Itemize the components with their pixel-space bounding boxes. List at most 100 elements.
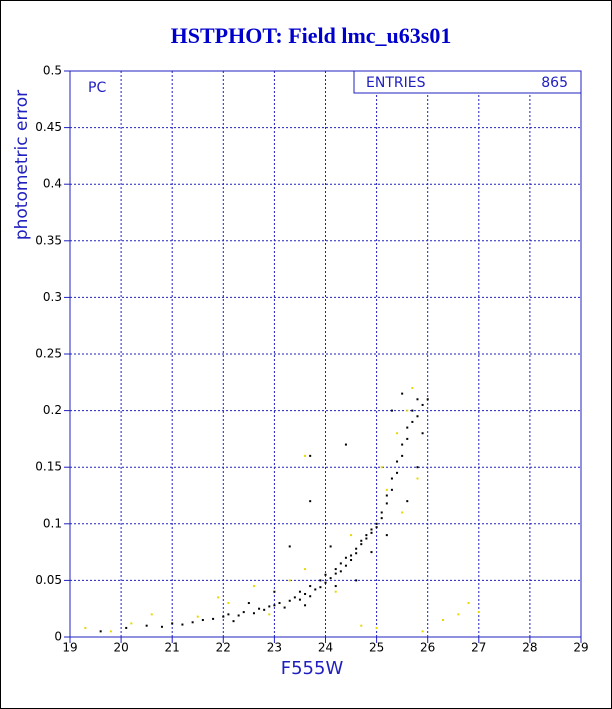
point <box>309 595 312 598</box>
point <box>380 511 383 514</box>
point <box>467 602 470 605</box>
x-tick-label: 27 <box>471 641 486 655</box>
point <box>401 443 404 446</box>
point <box>283 606 286 609</box>
point <box>411 420 414 423</box>
point <box>84 626 87 629</box>
point <box>406 437 409 440</box>
point <box>268 613 271 616</box>
point <box>298 598 301 601</box>
point <box>309 585 312 588</box>
point <box>370 528 373 531</box>
point <box>334 590 337 593</box>
point <box>314 588 317 591</box>
point <box>401 392 404 395</box>
point <box>304 454 307 457</box>
point <box>293 596 296 599</box>
point <box>125 626 128 629</box>
y-tick-label: 0.25 <box>35 347 62 361</box>
point <box>406 500 409 503</box>
point <box>273 604 276 607</box>
point <box>339 570 342 573</box>
point <box>344 556 347 559</box>
point <box>390 488 393 491</box>
point <box>309 500 312 503</box>
point <box>355 579 358 582</box>
point <box>390 409 393 412</box>
y-tick-label: 0.5 <box>43 64 62 78</box>
point <box>160 625 163 628</box>
point <box>150 613 153 616</box>
y-tick-label: 0.3 <box>43 290 62 304</box>
point <box>252 585 255 588</box>
point <box>396 460 399 463</box>
point <box>375 626 378 629</box>
panel-label: PC <box>88 80 106 96</box>
point <box>319 586 322 589</box>
point <box>411 386 414 389</box>
point <box>406 426 409 429</box>
point <box>217 596 220 599</box>
point <box>288 599 291 602</box>
point <box>309 454 312 457</box>
x-axis-label: F555W <box>281 658 344 679</box>
point <box>477 611 480 614</box>
point <box>401 454 404 457</box>
y-tick-label: 0.15 <box>35 460 62 474</box>
point <box>201 619 204 622</box>
point <box>222 615 225 618</box>
point <box>319 579 322 582</box>
point <box>375 522 378 525</box>
point <box>360 539 363 542</box>
point <box>416 415 419 418</box>
point <box>365 534 368 537</box>
point <box>109 630 112 633</box>
point <box>385 534 388 537</box>
point <box>263 608 266 611</box>
point <box>421 630 424 633</box>
point <box>99 630 102 633</box>
point <box>339 562 342 565</box>
point <box>268 605 271 608</box>
point <box>380 517 383 520</box>
point <box>401 511 404 514</box>
point <box>329 577 332 580</box>
point <box>191 621 194 624</box>
x-tick-label: 20 <box>113 641 128 655</box>
point <box>370 551 373 554</box>
point <box>344 443 347 446</box>
point <box>385 502 388 505</box>
point <box>242 611 245 614</box>
x-tick-label: 21 <box>165 641 180 655</box>
y-tick-label: 0.45 <box>35 120 62 134</box>
point <box>396 471 399 474</box>
x-tick-label: 29 <box>573 641 588 655</box>
point <box>227 602 230 605</box>
point <box>421 403 424 406</box>
stats-label: ENTRIES <box>366 75 426 91</box>
point <box>273 590 276 593</box>
point <box>288 545 291 548</box>
point <box>390 477 393 480</box>
x-tick-label: 22 <box>216 641 231 655</box>
y-tick-label: 0.35 <box>35 233 62 247</box>
point <box>370 531 373 534</box>
x-tick-label: 28 <box>522 641 537 655</box>
point <box>396 432 399 435</box>
point <box>416 398 419 401</box>
point <box>171 622 174 625</box>
x-tick-label: 24 <box>318 641 333 655</box>
point <box>426 398 429 401</box>
x-tick-label: 26 <box>420 641 435 655</box>
point <box>344 564 347 567</box>
point <box>385 488 388 491</box>
y-tick-label: 0.4 <box>43 177 62 191</box>
point <box>334 572 337 575</box>
point <box>334 568 337 571</box>
point <box>181 623 184 626</box>
plot-border <box>69 70 582 638</box>
point <box>227 613 230 616</box>
x-tick-label: 23 <box>267 641 282 655</box>
point <box>252 612 255 615</box>
